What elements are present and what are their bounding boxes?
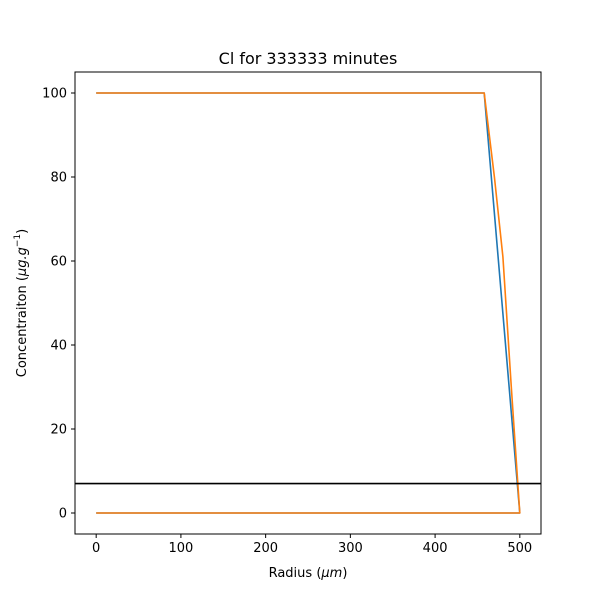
y-tick-label: 80	[50, 171, 67, 186]
y-axis: 0 20 40 60 80 100	[42, 87, 75, 522]
chart-title: Cl for 333333 minutes	[219, 49, 398, 68]
x-axis-label: Radius (μm)	[269, 566, 348, 581]
x-tick-label: 300	[338, 541, 363, 556]
x-tick-label: 500	[507, 541, 532, 556]
plot-area	[75, 92, 541, 514]
y-axis-label: Concentraiton (μg.g−1)	[13, 229, 30, 377]
x-axis: 0 100 200 300 400 500	[92, 534, 532, 556]
x-tick-label: 200	[253, 541, 278, 556]
x-tick-label: 100	[168, 541, 193, 556]
y-tick-label: 40	[50, 339, 67, 354]
x-tick-label: 400	[423, 541, 448, 556]
series-line-2	[96, 92, 521, 514]
axes-frame	[74, 71, 542, 535]
y-tick-label: 0	[59, 507, 67, 522]
x-tick-label: 0	[92, 541, 100, 556]
y-tick-label: 100	[42, 87, 67, 102]
y-tick-label: 20	[50, 423, 67, 438]
y-tick-label: 60	[50, 255, 67, 270]
